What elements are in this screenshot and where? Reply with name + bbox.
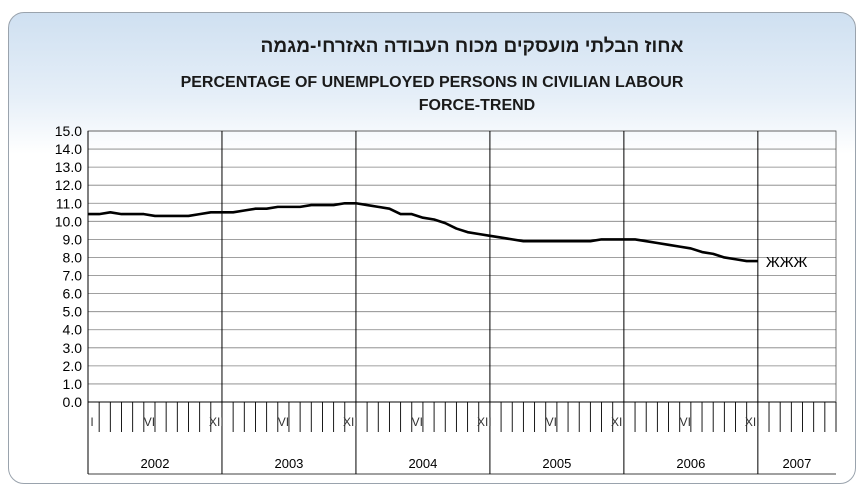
- y-tick-label: 1.0: [63, 376, 83, 392]
- year-label: 2005: [542, 456, 571, 471]
- month-label: VI: [680, 415, 691, 429]
- month-label: XII: [745, 415, 760, 429]
- month-label: XII: [477, 415, 492, 429]
- y-tick-label: 5.0: [63, 304, 83, 320]
- plot-border: [87, 130, 837, 403]
- series-line: [88, 201, 758, 263]
- y-tick-label: 3.0: [63, 340, 83, 356]
- chart-title-line-1: PERCENTAGE OF UNEMPLOYED PERSONS IN CIVI…: [180, 74, 684, 91]
- y-tick-label: 12.0: [55, 177, 82, 193]
- year-label: 2003: [274, 456, 303, 471]
- y-tick-label: 10.0: [55, 213, 82, 229]
- chart-title-line-2: FORCE-TREND: [418, 97, 536, 114]
- month-label: VI: [278, 415, 289, 429]
- y-tick-label: 13.0: [55, 159, 82, 175]
- month-label: XII: [343, 415, 358, 429]
- trailing-marker: ЖЖЖ: [766, 254, 808, 271]
- month-label: VI: [144, 415, 155, 429]
- y-tick-label: 6.0: [63, 286, 83, 302]
- y-tick-label: 14.0: [55, 141, 82, 157]
- month-label: XII: [611, 415, 626, 429]
- month-label: XII: [209, 415, 224, 429]
- month-label: VI: [546, 415, 557, 429]
- month-label: VI: [412, 415, 423, 429]
- year-label: 2006: [676, 456, 705, 471]
- y-tick-label: 2.0: [63, 358, 83, 374]
- chart-frame: [8, 12, 856, 484]
- chart-title-hebrew: אחוז הבלתי מועסקים מכוח העבודה האזרחי-מג…: [260, 36, 684, 57]
- y-tick-label: 4.0: [63, 322, 83, 338]
- year-label: 2007: [782, 456, 811, 471]
- y-tick-label: 8.0: [63, 249, 83, 265]
- month-label: I: [90, 415, 93, 429]
- y-tick-label: 11.0: [56, 195, 82, 211]
- year-label: 2002: [141, 456, 170, 471]
- y-tick-label: 9.0: [63, 231, 83, 247]
- year-label: 2004: [408, 456, 437, 471]
- y-tick-label: 15.0: [55, 123, 82, 139]
- y-tick-label: 0.0: [63, 394, 83, 410]
- y-tick-label: 7.0: [63, 268, 83, 284]
